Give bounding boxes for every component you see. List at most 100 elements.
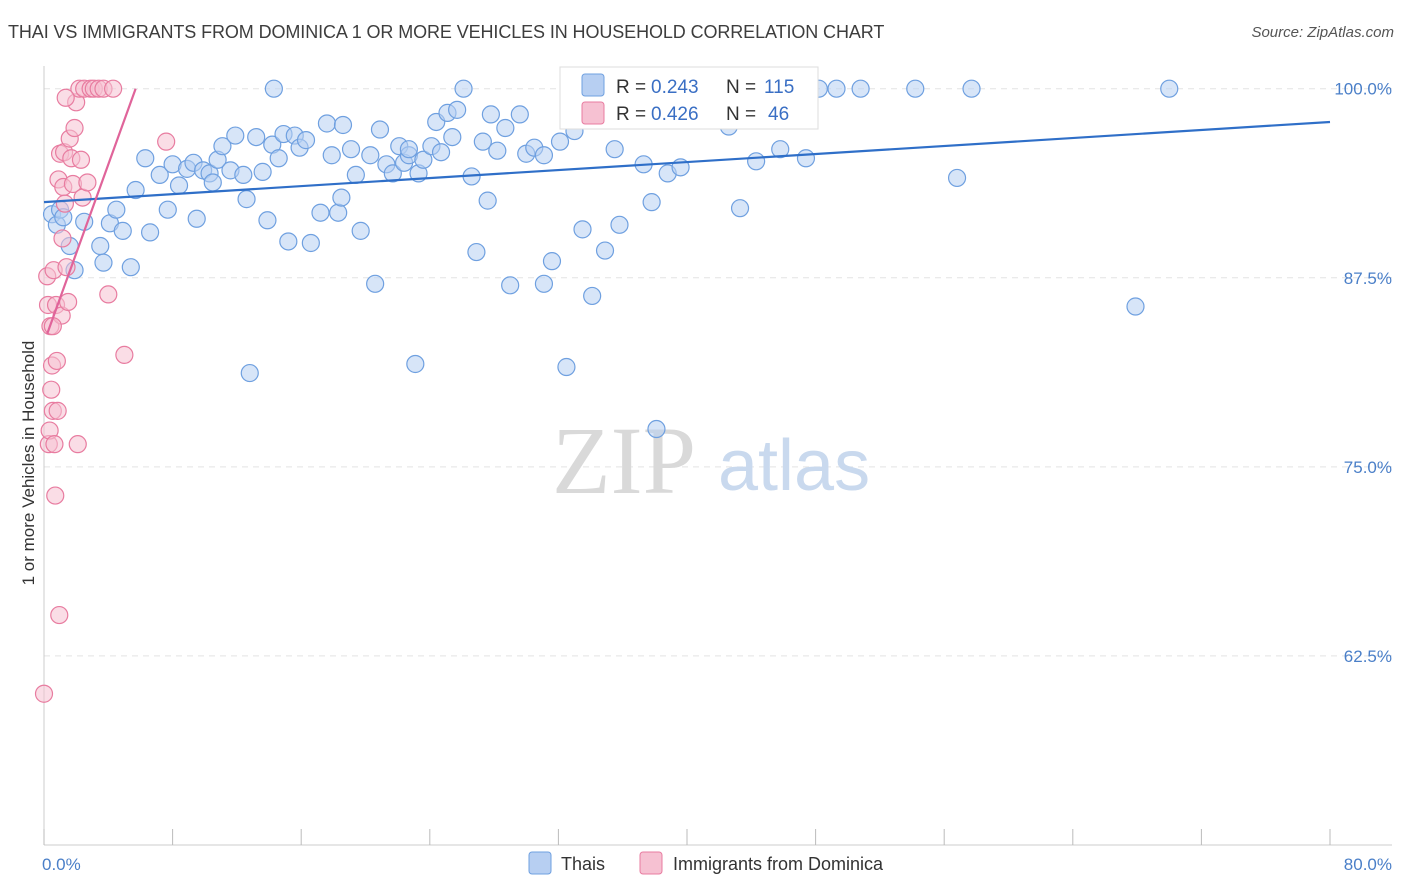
thais-point-31	[237, 190, 256, 209]
thais-trend-line	[43, 120, 1331, 204]
thais-point-52	[361, 146, 380, 165]
thais-point-77	[510, 105, 529, 124]
legend-r-value-dominica: 0.426	[651, 104, 699, 125]
bottom-legend-swatch-thais	[528, 851, 552, 875]
dominica-point-6	[42, 380, 61, 399]
y-tick-labels: 100.0% 87.5% 75.0% 62.5%	[1334, 80, 1392, 666]
thais-point-102	[827, 79, 846, 98]
dominica-point-31	[71, 150, 91, 169]
thais-point-30	[234, 165, 253, 185]
thais-point-15	[140, 223, 160, 242]
thais-point-19	[169, 176, 189, 195]
dominica-point-45	[53, 229, 72, 248]
source-label: Source: ZipAtlas.com	[1251, 24, 1394, 41]
thais-point-71	[467, 242, 486, 262]
thais-point-104	[906, 79, 925, 98]
y-tick-label-3: 62.5%	[1344, 647, 1392, 666]
thais-point-106	[962, 79, 981, 98]
dominica-point-14	[48, 401, 67, 420]
thais-point-37	[269, 149, 288, 168]
thais-point-115	[610, 215, 629, 234]
thais-point-22	[187, 209, 206, 228]
thais-point-73	[478, 191, 497, 210]
thais-point-12	[121, 258, 140, 277]
thais-point-33	[247, 127, 266, 147]
legend-n-value-dominica: 46	[768, 104, 789, 125]
thais-point-91	[642, 193, 661, 212]
thais-point-80	[534, 274, 554, 293]
thais-point-39	[279, 232, 298, 251]
thais-point-100	[796, 149, 816, 168]
thais-point-47	[329, 203, 348, 222]
thais-point-10	[107, 200, 126, 219]
dominica-point-32	[73, 188, 92, 207]
legend-n-value-thais: 115	[764, 77, 794, 98]
dominica-point-23	[59, 292, 78, 312]
legend-n-label-dominica: N =	[726, 104, 756, 125]
legend-swatch-dominica	[581, 101, 605, 125]
thais-point-76	[501, 276, 520, 295]
bottom-legend-thais: Thais	[561, 854, 605, 874]
y-tick-label-1: 87.5%	[1344, 269, 1392, 288]
thais-point-7	[91, 236, 110, 256]
thais-point-25	[203, 173, 222, 192]
dominica-point-11	[46, 486, 65, 505]
correlation-legend: R = 0.243 N = 115 R = 0.426 N = 46	[559, 66, 819, 130]
thais-point-53	[366, 274, 385, 293]
thais-point-113	[534, 146, 554, 165]
dominica-point-43	[56, 88, 75, 107]
thais-point-68	[448, 100, 467, 119]
thais-point-62	[414, 150, 433, 169]
y-axis-label: 1 or more Vehicles in Household	[19, 341, 38, 586]
thais-point-51	[351, 221, 370, 240]
bottom-legend-swatch-dominica	[639, 851, 663, 875]
x-tick-label-max: 80.0%	[1344, 855, 1392, 874]
thais-point-8	[94, 253, 113, 272]
thais-point-85	[573, 220, 592, 239]
chart-title: THAI VS IMMIGRANTS FROM DOMINICA 1 OR MO…	[8, 22, 885, 42]
thais-point-42	[296, 131, 316, 150]
legend-r-value-thais: 0.243	[651, 77, 699, 98]
dominica-point-41	[115, 345, 134, 365]
thais-point-14	[136, 149, 155, 168]
dominica-point-13	[47, 351, 66, 371]
thais-point-43	[301, 233, 320, 253]
y-tick-label-0: 100.0%	[1334, 80, 1392, 99]
legend-r-label-dominica: R =	[616, 104, 646, 125]
watermark-zip: ZIP	[552, 407, 696, 514]
thais-point-16	[150, 165, 169, 185]
thais-point-65	[431, 143, 451, 162]
thais-point-99	[771, 140, 790, 159]
dominica-point-34	[78, 173, 97, 192]
thais-point-83	[557, 357, 576, 377]
dominica-point-16	[50, 605, 69, 625]
thais-point-114	[332, 188, 351, 207]
thais-point-13	[126, 180, 145, 200]
thais-point-103	[851, 79, 870, 98]
dominica-point-0	[34, 684, 54, 703]
y-tick-label-2: 75.0%	[1344, 458, 1392, 477]
thais-point-60	[406, 354, 425, 374]
dominica-trend-line	[46, 88, 137, 335]
thais-point-108	[1126, 297, 1145, 316]
thais-point-116	[264, 79, 283, 98]
thais-point-97	[730, 199, 750, 218]
thais-point-111	[481, 105, 500, 124]
thais-point-48	[333, 115, 353, 135]
trend-lines	[43, 88, 1331, 335]
thais-point-32	[240, 363, 259, 383]
thais-point-92	[647, 419, 666, 439]
dominica-point-40	[104, 79, 123, 98]
legend-r-label-thais: R =	[616, 77, 646, 98]
thais-point-27	[213, 137, 232, 156]
watermark-atlas: atlas	[718, 426, 870, 506]
dominica-point-39	[99, 285, 118, 304]
thais-point-46	[322, 146, 341, 165]
data-points	[34, 79, 1179, 703]
legend-n-label-thais: N =	[726, 77, 756, 98]
thais-point-112	[399, 140, 419, 159]
axes	[43, 66, 1392, 846]
thais-point-82	[550, 132, 570, 151]
thais-point-34	[253, 162, 272, 181]
